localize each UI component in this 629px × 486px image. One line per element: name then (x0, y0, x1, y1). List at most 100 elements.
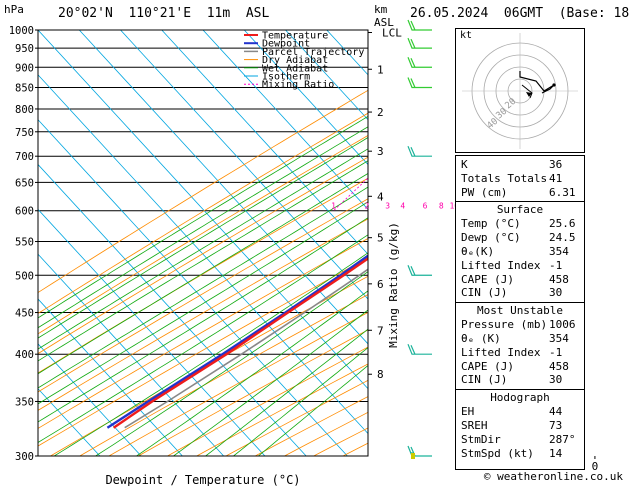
index-row: EH 44 (461, 405, 580, 419)
mixing-ratio-label: 10 (449, 202, 459, 211)
index-value: 73 (549, 419, 563, 432)
wind-barb (407, 265, 432, 276)
index-key: θₑ (K) (461, 332, 501, 345)
index-key: CAPE (J) (461, 359, 514, 373)
storm-motion-arrow (526, 92, 532, 97)
dewpoint-profile (106, 254, 368, 429)
index-value: 25.6 (549, 217, 576, 231)
wet-adiabat (38, 126, 368, 329)
index-key: StmDir (461, 432, 501, 446)
index-value: 30 (549, 286, 563, 300)
legend-entry: Wet Adiabat (262, 63, 328, 74)
isotherm-line (202, 30, 368, 210)
legend-entry: Dewpoint (262, 39, 310, 50)
location-label: 20°02'N 110°21'E 11m ASL (58, 6, 270, 21)
section-title: Most Unstable (476, 304, 564, 318)
isotherm-line (120, 30, 368, 300)
legend-entry: Dry Adiabat (262, 55, 328, 66)
index-row: CIN (J) 30 (461, 373, 580, 387)
dry-adiabat (50, 275, 368, 456)
mixing-ratio-label: 8 (439, 202, 444, 211)
index-row: Lifted Index -1 (461, 259, 580, 273)
hodograph-trace (519, 71, 555, 94)
index-value: 6.31 (549, 185, 576, 199)
wet-adiabat (173, 309, 368, 456)
wet-adiabat (95, 271, 368, 456)
index-key: Temp (°C) (461, 217, 521, 231)
wind-barb (407, 37, 432, 49)
wet-adiabat (205, 328, 368, 456)
temperature-tick-label: 0 (592, 460, 599, 473)
index-value: 36 (549, 158, 563, 171)
storm-motion-vector (521, 84, 533, 99)
index-row: K 36 (461, 158, 580, 172)
wind-barb (407, 145, 432, 157)
wet-adiabat (136, 290, 368, 456)
isotherm-line (38, 208, 266, 456)
wet-adiabat (38, 160, 368, 362)
index-row: PW (cm) 6.31 (461, 186, 580, 200)
hodograph-unit-label: kt (460, 30, 473, 41)
wet-adiabat (38, 201, 368, 405)
index-value: 287° (549, 432, 576, 446)
index-key: Pressure (mb) (461, 318, 548, 332)
isotherm-line (38, 163, 307, 456)
wet-adiabat (38, 186, 368, 389)
index-key: CIN (J) (461, 373, 508, 387)
pressure-tick-label: 850 (15, 83, 34, 95)
legend-entry: Mixing Ratio (262, 80, 334, 91)
pressure-tick-label: 900 (15, 62, 34, 74)
wet-adiabat (38, 172, 368, 375)
isotherm-line (78, 30, 368, 345)
dry-adiabat (38, 156, 368, 355)
isotherm-line (38, 253, 224, 456)
index-row: θₑ (K) 354 (461, 332, 580, 346)
index-value: 41 (549, 171, 563, 185)
hpa-label: hPa (4, 3, 24, 16)
datetime-label: 26.05.2024 06GMT (Base: 18) (410, 6, 629, 21)
section-divider (456, 389, 584, 391)
km-tick-label: 5 (377, 232, 384, 245)
index-row: StmSpd (kt) 14 (461, 447, 580, 461)
dry-adiabat (79, 294, 368, 456)
index-key: EH (461, 405, 475, 419)
wind-barb (407, 343, 432, 355)
legend-entry: Parcel Trajectory (262, 47, 364, 58)
index-row: StmDir 287° (461, 433, 580, 447)
index-key: PW (cm) (461, 185, 508, 199)
index-row: Pressure (mb) 1006 (461, 318, 580, 332)
index-key: CAPE (J) (461, 272, 514, 286)
index-row: Totals Totals 41 (461, 172, 580, 186)
wind-barb (407, 77, 432, 89)
index-value: 44 (549, 405, 563, 419)
hodograph-panel: 40 30 20 kt (455, 28, 585, 153)
km-tick-label: 1 (377, 63, 384, 76)
index-value: 30 (549, 373, 563, 387)
isotherm-line (285, 30, 368, 121)
pressure-tick-label: 750 (15, 127, 34, 139)
isotherm-line (38, 298, 183, 456)
pressure-tick-label: 400 (15, 349, 34, 361)
dry-adiabat (38, 89, 368, 294)
dry-adiabat (38, 112, 368, 314)
legend-entry: Isotherm (262, 72, 310, 83)
km-tick-label: 2 (377, 106, 384, 119)
wind-barb (407, 57, 432, 68)
index-value: 354 (549, 245, 569, 258)
index-value: 24.5 (549, 231, 576, 245)
pressure-tick-label: 650 (15, 177, 34, 189)
km-tick-label: 3 (377, 145, 384, 158)
km-tick-label: 6 (377, 278, 384, 291)
index-key: K (461, 158, 468, 171)
index-key: Lifted Index (461, 345, 541, 359)
mixing-ratio-label: 2 (365, 202, 370, 211)
index-key: Dewp (°C) (461, 231, 521, 245)
index-row: Lifted Index -1 (461, 346, 580, 360)
wet-adiabat (53, 252, 368, 456)
mixing-ratio-label: 4 (400, 202, 405, 211)
dry-adiabat (38, 238, 368, 429)
y-axis-title: Mixing Ratio (g/kg) (387, 222, 400, 348)
pressure-tick-label: 500 (15, 270, 34, 282)
pressure-tick-label: 800 (15, 104, 34, 116)
